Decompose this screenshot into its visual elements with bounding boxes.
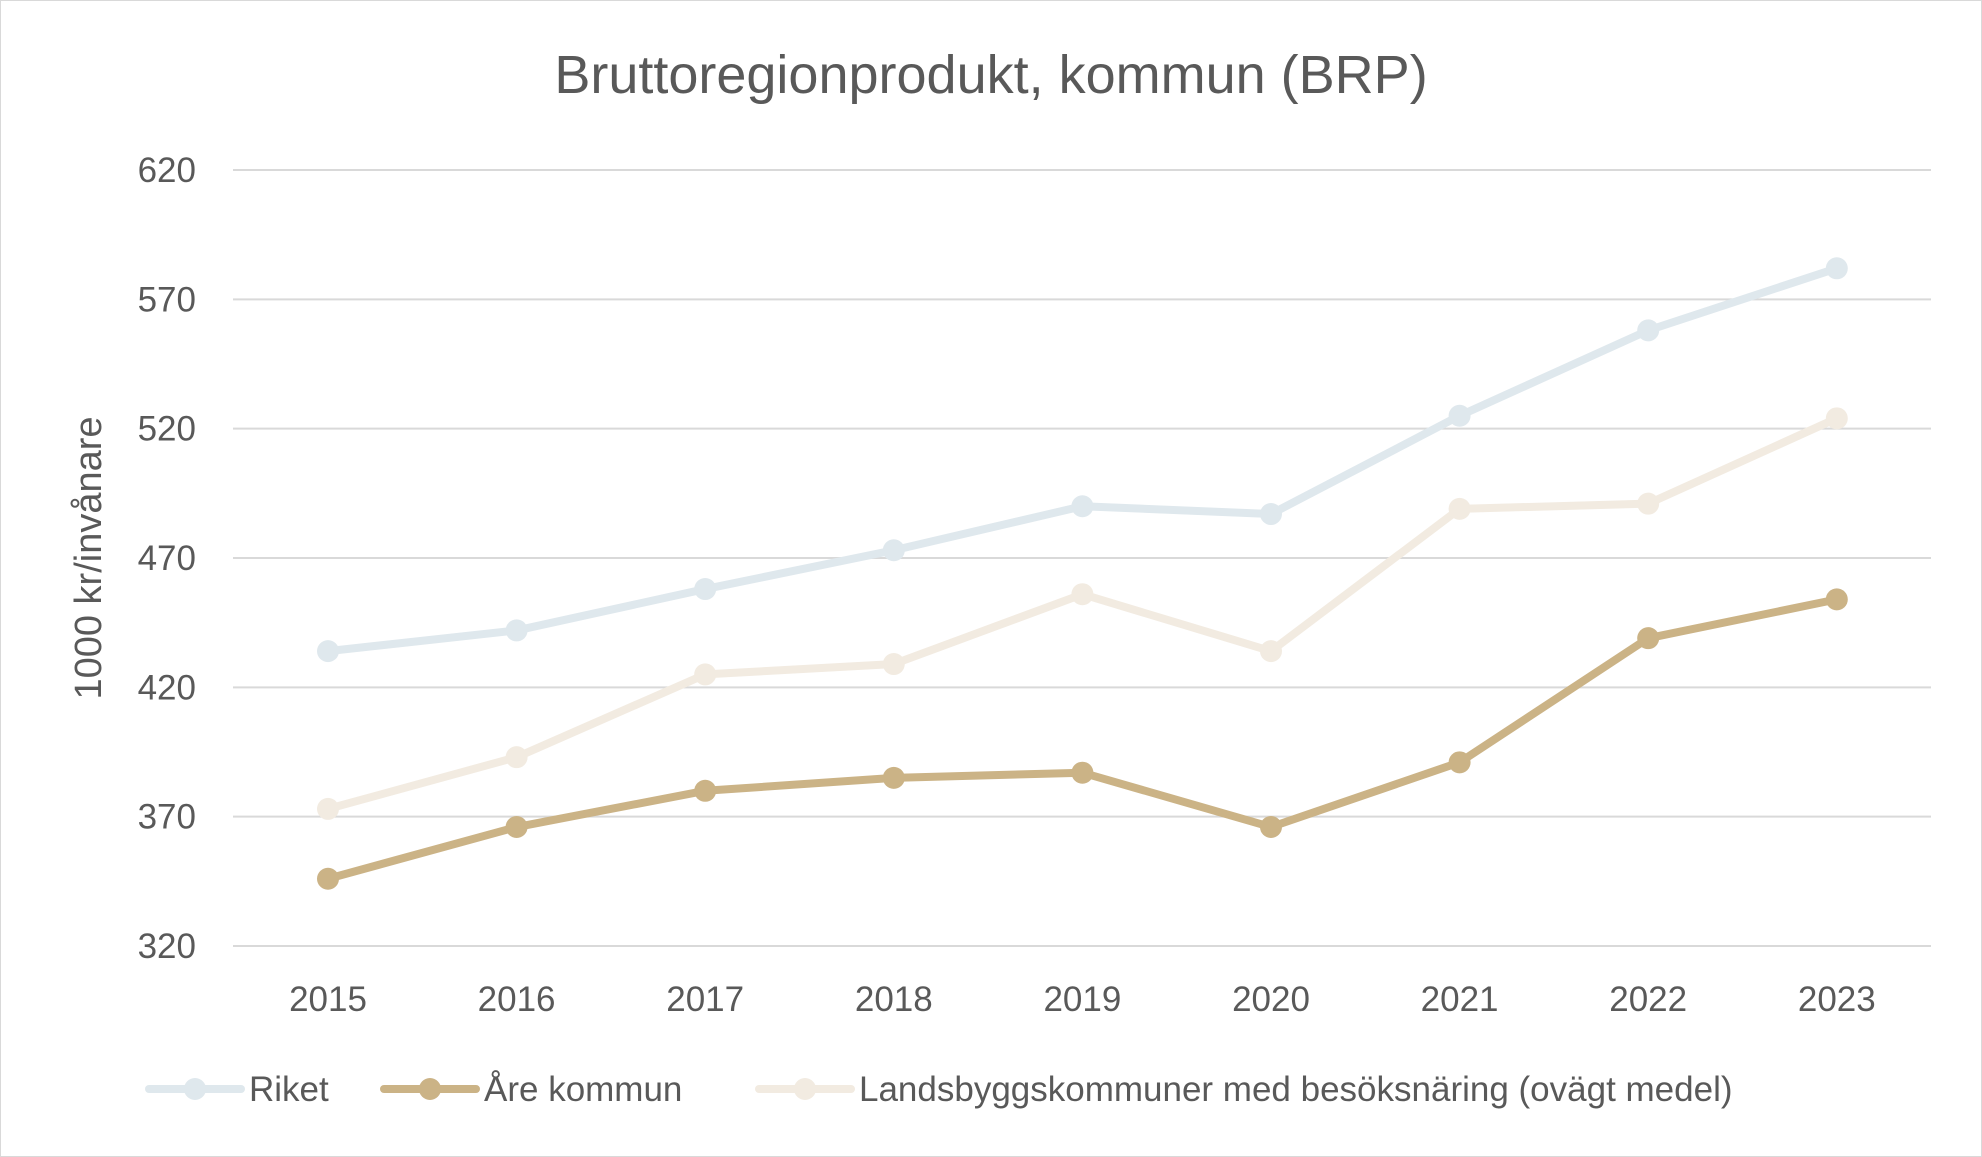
data-point xyxy=(1825,407,1848,430)
legend-marker xyxy=(794,1078,816,1100)
x-tick-label: 2023 xyxy=(1798,980,1876,1019)
data-point xyxy=(317,797,339,820)
data-point xyxy=(1448,751,1471,774)
y-tick-label: 420 xyxy=(138,668,196,707)
legend-item: Landsbyggskommuner med besöksnäring (ovä… xyxy=(755,1070,1733,1109)
legend-label: Landsbyggskommuner med besöksnäring (ovä… xyxy=(859,1070,1733,1109)
grid-lines xyxy=(233,169,1931,947)
x-tick-label: 2019 xyxy=(1043,980,1121,1019)
legend-marker xyxy=(184,1078,206,1100)
legend-item: Riket xyxy=(145,1070,329,1109)
data-point xyxy=(1637,627,1660,650)
y-tick-label: 370 xyxy=(138,798,196,837)
data-point xyxy=(1448,497,1471,520)
series-line xyxy=(324,414,1841,813)
series-lines xyxy=(317,257,1848,890)
data-point xyxy=(694,663,717,686)
y-tick-label: 470 xyxy=(138,539,196,578)
data-point xyxy=(1260,816,1282,839)
data-point xyxy=(1637,492,1660,515)
x-tick-label: 2018 xyxy=(855,980,933,1019)
data-point xyxy=(1825,588,1848,611)
data-point xyxy=(317,640,339,663)
data-point xyxy=(317,867,339,890)
legend-label: Riket xyxy=(249,1070,329,1109)
legend-marker xyxy=(419,1078,441,1100)
legend-item: Åre kommun xyxy=(380,1070,682,1109)
y-tick-label: 620 xyxy=(138,151,196,190)
x-tick-label: 2022 xyxy=(1609,980,1687,1019)
x-tick-label: 2020 xyxy=(1232,980,1310,1019)
data-point xyxy=(882,539,905,562)
data-point xyxy=(882,766,905,789)
x-tick-label: 2017 xyxy=(666,980,744,1019)
series-2 xyxy=(317,588,1848,890)
x-tick-label: 2021 xyxy=(1421,980,1499,1019)
data-point xyxy=(1071,495,1094,518)
data-point xyxy=(694,779,717,802)
data-point xyxy=(1825,257,1848,280)
x-axis-ticks: 2015 2016 2017 2018 2019 2020 2021 2022 2023 xyxy=(289,980,1876,1019)
data-point xyxy=(505,619,528,642)
data-point xyxy=(505,746,528,769)
legend-label: Åre kommun xyxy=(484,1070,682,1109)
data-point xyxy=(1448,404,1471,427)
data-point xyxy=(1071,761,1094,784)
data-point xyxy=(694,578,717,601)
y-tick-label: 570 xyxy=(138,280,196,319)
legend: Riket Åre kommun Landsbyggskommuner med be… xyxy=(145,1070,1733,1109)
series-3 xyxy=(317,407,1848,820)
data-point xyxy=(1260,503,1282,526)
chart-title: Bruttoregionprodukt, kommun (BRP) xyxy=(554,45,1427,105)
x-tick-label: 2016 xyxy=(478,980,556,1019)
data-point xyxy=(505,816,528,839)
x-tick-label: 2015 xyxy=(289,980,367,1019)
data-point xyxy=(882,653,905,676)
data-point xyxy=(1071,583,1094,606)
y-axis-ticks: 320 370 420 470 520 570 620 xyxy=(138,151,196,966)
data-point xyxy=(1260,640,1282,663)
data-point xyxy=(1637,319,1660,342)
series-1 xyxy=(317,257,1848,663)
y-tick-label: 320 xyxy=(138,927,196,966)
y-tick-label: 520 xyxy=(138,410,196,449)
y-axis-label: 1000 kr/invånare xyxy=(68,416,110,699)
